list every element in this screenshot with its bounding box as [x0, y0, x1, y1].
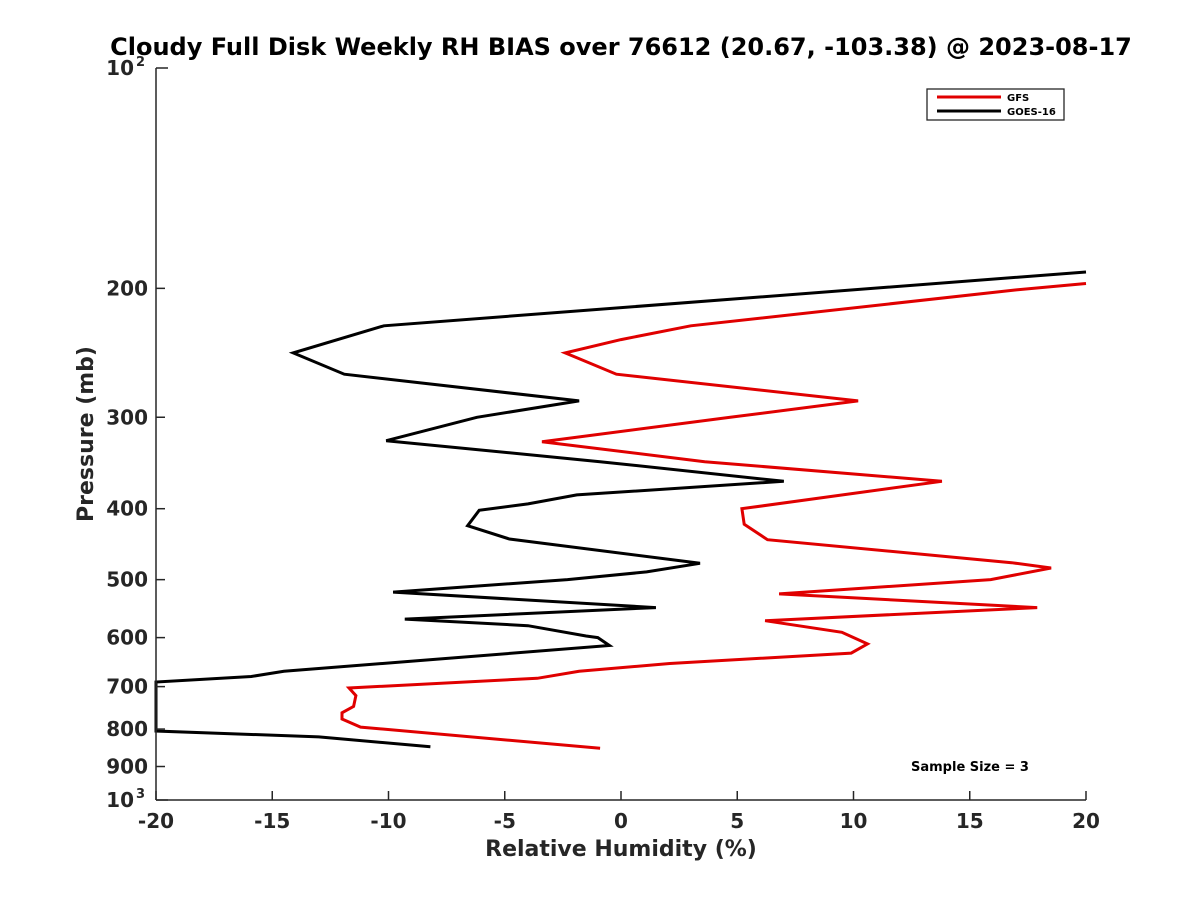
x-tick-label: 10: [840, 809, 868, 833]
y-tick-label: 500: [106, 568, 148, 592]
y-tick-label: 300: [106, 405, 148, 429]
y-tick-label: 800: [106, 717, 148, 741]
series-line-gfs: [340, 282, 1087, 750]
x-axis-ticks: -20 -15 -10 -5 0 5 10 15 20: [138, 791, 1100, 833]
x-tick-label: -10: [370, 809, 406, 833]
y-decade-tick-exponent: 3: [136, 787, 145, 802]
legend-label-gfs: GFS: [1007, 93, 1029, 104]
y-axis-label: Pressure (mb): [74, 346, 99, 522]
x-axis-label: Relative Humidity (%): [485, 837, 757, 862]
series-layer: [154, 270, 1087, 750]
y-tick-label: 200: [106, 276, 148, 300]
x-tick-label: -20: [138, 809, 174, 833]
y-decade-tick-base: 10: [106, 788, 134, 812]
x-tick-label: 5: [730, 809, 744, 833]
series-line-goes-16: [154, 270, 1087, 749]
y-tick-label: 700: [106, 675, 148, 699]
y-tick-label: 900: [106, 755, 148, 779]
legend-items: GFS GOES-16: [937, 93, 1056, 118]
y-decade-tick-exponent: 2: [136, 55, 145, 70]
y-tick-label: 600: [106, 626, 148, 650]
x-tick-label: 0: [614, 809, 628, 833]
x-tick-label: 20: [1072, 809, 1100, 833]
legend-label-goes-16: GOES-16: [1007, 107, 1056, 118]
chart-title: Cloudy Full Disk Weekly RH BIAS over 766…: [110, 33, 1132, 61]
plot-background: [156, 68, 1086, 800]
y-tick-label: 400: [106, 497, 148, 521]
legend: GFS GOES-16: [926, 88, 1065, 121]
legend-box: [926, 88, 1065, 121]
x-tick-label: -5: [494, 809, 516, 833]
sample-size-annotation: Sample Size = 3: [911, 760, 1029, 775]
x-tick-label: -15: [254, 809, 290, 833]
plot-area: -20 -15 -10 -5 0 5 10 15 20 200 300 400 500 600 700 80…: [106, 55, 1100, 833]
x-tick-label: 15: [956, 809, 984, 833]
y-decade-tick-base: 10: [106, 56, 134, 80]
